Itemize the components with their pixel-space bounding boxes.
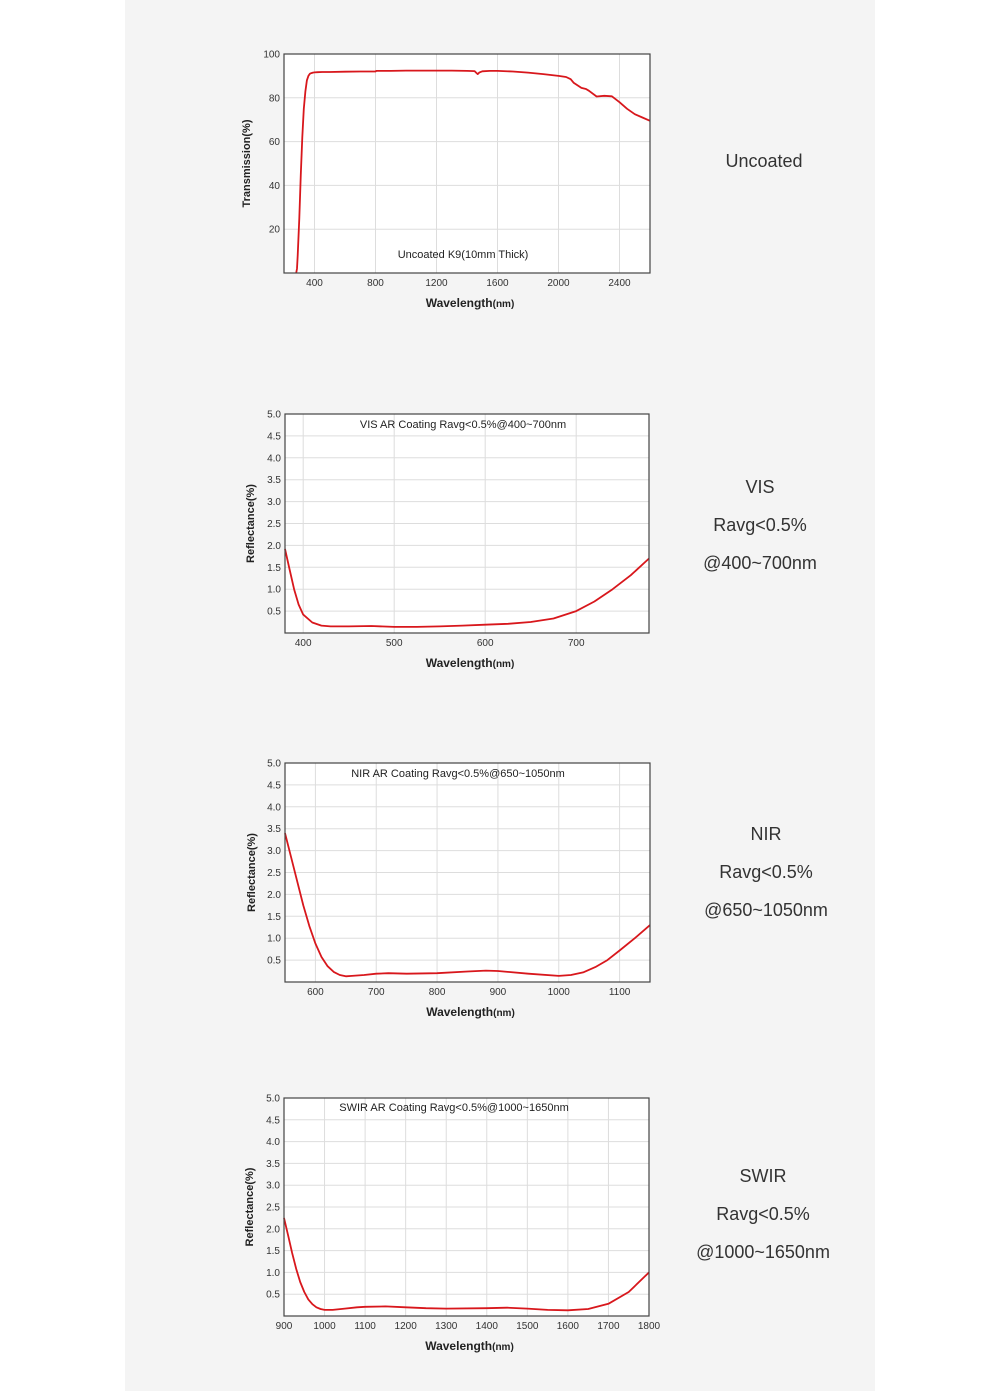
x-tick-label: 800 xyxy=(429,987,446,998)
y-tick-label: 3.5 xyxy=(266,1159,280,1170)
y-tick-label: 3.0 xyxy=(267,497,281,508)
side-label-line: Ravg<0.5% xyxy=(716,1204,810,1224)
plot-title: Uncoated K9(10mm Thick) xyxy=(398,249,529,261)
y-tick-label: 5.0 xyxy=(267,759,281,770)
side-label-line: @650~1050nm xyxy=(704,900,828,920)
y-tick-label: 5.0 xyxy=(266,1094,280,1105)
x-tick-label: 800 xyxy=(367,278,384,289)
y-tick-label: 2.5 xyxy=(267,868,281,879)
x-tick-label: 2000 xyxy=(547,278,570,289)
x-tick-label: 1200 xyxy=(395,1321,418,1332)
x-tick-label: 600 xyxy=(477,638,494,649)
y-tick-label: 0.5 xyxy=(267,607,281,618)
y-tick-label: 4.5 xyxy=(267,780,281,791)
plot-frame xyxy=(284,762,651,983)
y-tick-label: 2.5 xyxy=(267,519,281,530)
data-curve xyxy=(284,548,650,628)
y-axis-label: Reflectance(%) xyxy=(244,1167,256,1246)
y-tick-label: 4.0 xyxy=(267,453,281,464)
y-tick-label: 2.0 xyxy=(267,541,281,552)
x-tick-label: 1700 xyxy=(597,1321,620,1332)
x-tick-label: 400 xyxy=(295,638,312,649)
x-tick-label: 1000 xyxy=(313,1321,336,1332)
side-label-line: Ravg<0.5% xyxy=(719,862,813,882)
x-tick-label: 1500 xyxy=(516,1321,539,1332)
side-label-line: Ravg<0.5% xyxy=(713,515,807,535)
y-axis-label: Transmission(%) xyxy=(241,119,253,207)
side-label-uncoated: Uncoated xyxy=(654,142,874,180)
y-tick-label: 2.0 xyxy=(266,1224,280,1235)
side-label-line: NIR xyxy=(750,824,782,844)
side-label-line: SWIR xyxy=(739,1166,787,1186)
y-tick-label: 1.0 xyxy=(267,934,281,945)
y-tick-label: 4.5 xyxy=(267,431,281,442)
plot-frame xyxy=(284,413,650,634)
side-label-vis: VIS Ravg<0.5% @400~700nm xyxy=(650,468,870,582)
x-tick-label: 1400 xyxy=(476,1321,499,1332)
plot-title: NIR AR Coating Ravg<0.5%@650~1050nm xyxy=(351,768,565,780)
plot-title: VIS AR Coating Ravg<0.5%@400~700nm xyxy=(360,419,566,431)
x-axis-label: Wavelength(nm) xyxy=(425,1339,514,1353)
y-tick-label: 3.5 xyxy=(267,475,281,486)
plot-frame xyxy=(283,53,651,274)
y-tick-label: 3.5 xyxy=(267,824,281,835)
x-tick-label: 700 xyxy=(368,987,385,998)
y-tick-label: 1.5 xyxy=(266,1246,280,1257)
y-tick-label: 2.0 xyxy=(267,890,281,901)
y-tick-label: 1.5 xyxy=(267,912,281,923)
x-axis-label: Wavelength(nm) xyxy=(426,656,515,670)
side-label-line: @1000~1650nm xyxy=(696,1242,830,1262)
x-axis-label: Wavelength(nm) xyxy=(426,1005,515,1019)
y-tick-label: 1.0 xyxy=(267,585,281,596)
y-tick-label: 0.5 xyxy=(266,1290,280,1301)
x-tick-label: 900 xyxy=(490,987,507,998)
y-tick-label: 5.0 xyxy=(267,410,281,421)
data-curve xyxy=(283,1217,650,1312)
side-label-line: Uncoated xyxy=(725,151,803,171)
y-axis-label: Reflectance(%) xyxy=(245,484,257,563)
x-tick-label: 1300 xyxy=(435,1321,458,1332)
data-curve xyxy=(295,69,651,274)
x-tick-label: 2400 xyxy=(608,278,631,289)
x-tick-label: 1100 xyxy=(609,987,631,998)
x-tick-label: 900 xyxy=(276,1321,293,1332)
x-tick-label: 1100 xyxy=(354,1321,376,1332)
x-tick-label: 1600 xyxy=(557,1321,580,1332)
side-label-line: @400~700nm xyxy=(703,553,817,573)
x-tick-label: 400 xyxy=(306,278,323,289)
x-tick-label: 1600 xyxy=(486,278,509,289)
x-tick-label: 700 xyxy=(568,638,585,649)
side-label-swir: SWIR Ravg<0.5% @1000~1650nm xyxy=(653,1157,873,1271)
y-tick-label: 4.0 xyxy=(267,802,281,813)
y-tick-label: 3.0 xyxy=(266,1181,280,1192)
x-tick-label: 1800 xyxy=(638,1321,661,1332)
plot-frame xyxy=(283,1097,650,1317)
side-label-line: VIS xyxy=(745,477,775,497)
y-tick-label: 20 xyxy=(269,225,281,236)
y-tick-label: 60 xyxy=(269,137,281,148)
y-tick-label: 40 xyxy=(269,181,281,192)
x-tick-label: 600 xyxy=(307,987,324,998)
y-tick-label: 2.5 xyxy=(266,1203,280,1214)
y-tick-label: 3.0 xyxy=(267,846,281,857)
y-axis-label: Reflectance(%) xyxy=(246,833,258,912)
y-tick-label: 80 xyxy=(269,93,281,104)
x-tick-label: 1200 xyxy=(425,278,448,289)
y-tick-label: 1.0 xyxy=(266,1268,280,1279)
data-curve xyxy=(284,832,651,978)
y-tick-label: 4.0 xyxy=(266,1137,280,1148)
x-axis-label: Wavelength(nm) xyxy=(426,296,515,310)
y-tick-label: 0.5 xyxy=(267,956,281,967)
y-tick-label: 1.5 xyxy=(267,563,281,574)
y-tick-label: 4.5 xyxy=(266,1115,280,1126)
x-tick-label: 1000 xyxy=(548,987,571,998)
x-tick-label: 500 xyxy=(386,638,403,649)
y-tick-label: 100 xyxy=(263,50,280,61)
plot-title: SWIR AR Coating Ravg<0.5%@1000~1650nm xyxy=(339,1102,568,1114)
side-label-nir: NIR Ravg<0.5% @650~1050nm xyxy=(656,815,876,929)
